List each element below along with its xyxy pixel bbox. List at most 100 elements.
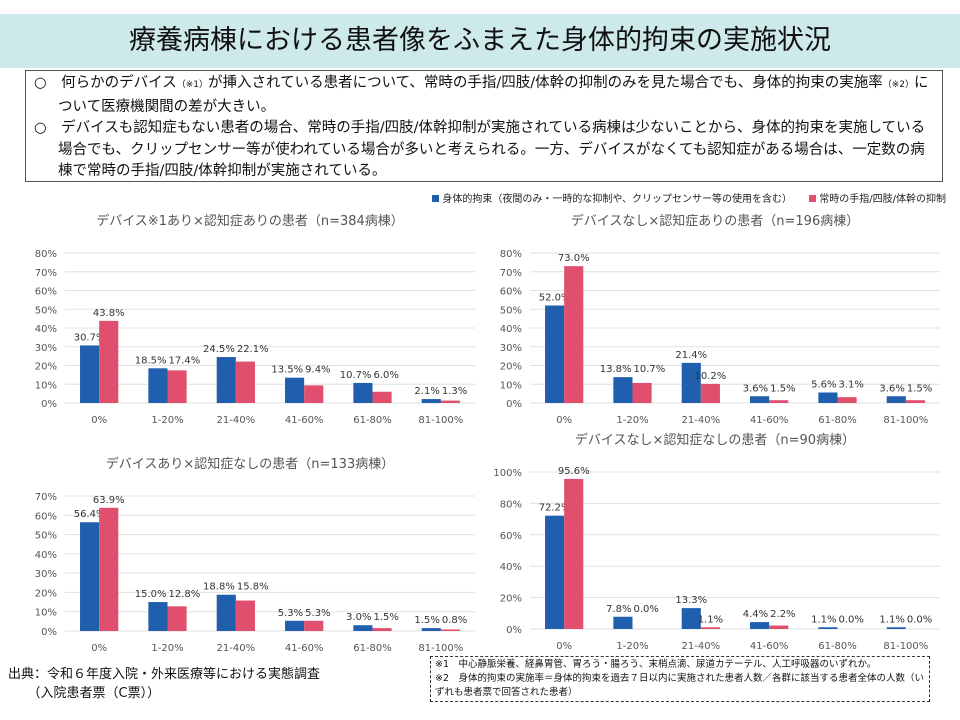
y-tick-label: 50% — [500, 305, 522, 316]
bar-constant — [167, 370, 187, 403]
data-label: 3.1% — [839, 380, 864, 391]
bar-restraint — [613, 377, 633, 403]
data-label: 15.8% — [237, 582, 269, 593]
summary-point-1: ○ 何らかのデバイス（※1）が挿入されている患者について、常時の手指/四肢/体幹… — [34, 73, 934, 118]
data-label: 0.0% — [634, 604, 659, 615]
bar-constant — [564, 478, 584, 629]
bar-constant — [235, 600, 255, 631]
y-tick-label: 40% — [500, 324, 522, 335]
bar-constant — [440, 629, 460, 631]
y-tick-label: 20% — [500, 594, 522, 605]
x-tick-label: 61-80% — [818, 415, 857, 426]
y-tick-label: 80% — [500, 499, 522, 510]
bar-constant — [235, 361, 255, 403]
y-tick-label: 10% — [35, 608, 57, 619]
footnote-ref: （※1） — [176, 80, 208, 90]
data-label: 1.5% — [770, 383, 795, 394]
data-label: 13.5% — [271, 365, 303, 376]
x-tick-label: 0% — [556, 641, 572, 652]
bar-restraint — [285, 377, 305, 403]
data-label: 18.5% — [135, 355, 167, 366]
chart-device-nodementia: デバイスあり×認知症なしの患者（n=133病棟） 0% 10% 20% 30% 40% 50… — [35, 456, 475, 654]
x-tick-label: 0% — [91, 643, 107, 654]
x-tick-label: 81-100% — [883, 415, 928, 426]
x-tick-label: 81-100% — [418, 415, 463, 426]
data-label: 5.3% — [278, 608, 303, 619]
bar-restraint — [750, 622, 770, 629]
bar-restraint — [216, 357, 236, 403]
legend: 身体的拘束（夜間のみ・一時的な抑制や、クリップセンサー等の使用を含む） 常時の手… — [418, 190, 946, 205]
data-label: 5.3% — [305, 608, 330, 619]
data-label: 1.5% — [414, 615, 439, 626]
x-tick-label: 61-80% — [353, 415, 392, 426]
y-tick-label: 0% — [41, 627, 57, 638]
y-tick-label: 70% — [500, 268, 522, 279]
y-tick-label: 80% — [35, 249, 57, 260]
data-label: 30.7% — [74, 332, 106, 343]
data-label: 7.8% — [606, 604, 631, 615]
bar-constant — [837, 397, 857, 403]
y-tick-label: 80% — [500, 249, 522, 260]
legend-label-s2: 常時の手指/四肢/体幹の抑制 — [819, 194, 946, 205]
data-label: 95.6% — [558, 466, 590, 477]
data-label: 9.4% — [305, 365, 330, 376]
data-label: 22.1% — [237, 344, 269, 355]
source-line: 出典：令和６年度入院・外来医療等における実態調査 — [8, 667, 321, 682]
data-label: 15.0% — [135, 589, 167, 600]
bar-restraint — [886, 627, 906, 629]
data-label: 18.8% — [203, 582, 235, 593]
y-tick-label: 10% — [500, 380, 522, 391]
bar-restraint — [886, 396, 906, 403]
x-tick-label: 81-100% — [883, 641, 928, 652]
bar-constant — [905, 400, 925, 403]
source-line: （入院患者票（C票）） — [8, 686, 161, 701]
bar-restraint — [353, 382, 373, 403]
data-label: 1.5% — [907, 383, 932, 394]
bar-restraint — [148, 602, 168, 631]
bar-restraint — [818, 627, 838, 629]
bar-restraint — [545, 515, 565, 629]
bar-restraint — [80, 345, 100, 403]
data-label: 1.1% — [698, 614, 723, 625]
x-tick-label: 41-60% — [750, 415, 789, 426]
data-label: 56.4% — [74, 509, 106, 520]
chart-nodevice-dementia: デバイスなし×認知症ありの患者（n=196病棟） 0% 10% 20% 30% 40% 50… — [500, 213, 940, 426]
y-tick-label: 50% — [35, 305, 57, 316]
data-label: 0.0% — [839, 614, 864, 625]
y-tick-label: 100% — [493, 468, 522, 479]
data-label: 6.0% — [374, 370, 399, 381]
data-label: 3.0% — [346, 612, 371, 623]
bar-constant — [700, 627, 720, 629]
data-label: 0.0% — [907, 614, 932, 625]
y-tick-label: 50% — [35, 531, 57, 542]
legend-label-s1: 身体的拘束（夜間のみ・一時的な抑制や、クリップセンサー等の使用を含む） — [442, 194, 793, 205]
x-tick-label: 41-60% — [285, 643, 324, 654]
x-tick-label: 41-60% — [285, 415, 324, 426]
x-tick-label: 61-80% — [353, 643, 392, 654]
data-label: 0.8% — [442, 615, 467, 626]
bar-constant — [167, 606, 187, 631]
y-tick-label: 60% — [500, 287, 522, 298]
bar-constant — [769, 625, 789, 629]
chart-device-dementia: デバイス※1あり×認知症ありの患者（n=384病棟） 0% 10% 20% 30% 40%… — [35, 213, 475, 426]
x-tick-label: 21-40% — [682, 415, 721, 426]
data-label: 3.6% — [743, 383, 768, 394]
y-tick-label: 60% — [35, 511, 57, 522]
y-tick-label: 60% — [500, 531, 522, 542]
x-tick-label: 1-20% — [151, 643, 183, 654]
chart-title: デバイスあり×認知症なしの患者（n=133病棟） — [106, 456, 394, 472]
y-tick-label: 0% — [41, 399, 57, 410]
bar-constant — [304, 385, 324, 403]
chart-nodevice-nodementia: デバイスなし×認知症なしの患者（n=90病棟） 0% 20% 40% 60% 80% 100… — [493, 432, 940, 652]
summary-text: について医療機関間の差が大きい。 — [58, 75, 929, 115]
data-label: 1.5% — [374, 612, 399, 623]
summary-box: ○ 何らかのデバイス（※1）が挿入されている患者について、常時の手指/四肢/体幹… — [25, 70, 943, 182]
bar-constant — [700, 383, 720, 403]
bar-constant — [99, 507, 119, 631]
data-label: 2.2% — [770, 609, 795, 620]
data-label: 4.4% — [743, 609, 768, 620]
bar-restraint — [613, 616, 633, 629]
bar-restraint — [216, 594, 236, 631]
bar-constant — [440, 400, 460, 403]
data-label: 12.8% — [169, 589, 201, 600]
